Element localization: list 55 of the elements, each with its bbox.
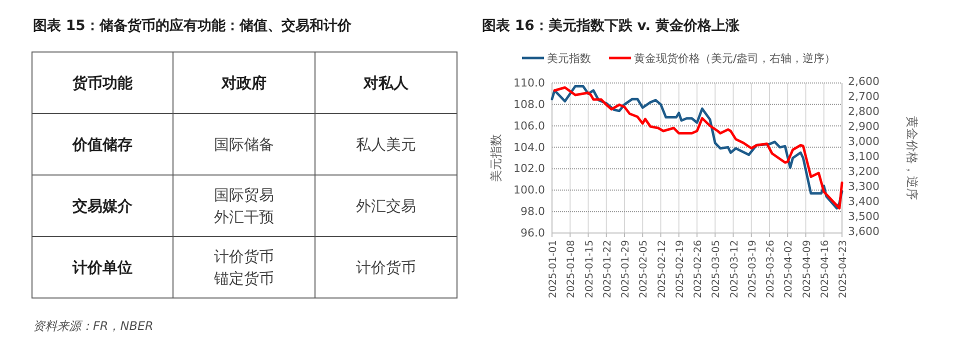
x-tick-label: 2025-01-29 [620,240,632,298]
text: 对政府 [220,74,266,92]
y2-tick-label: 3,600 [848,224,880,238]
y-tick-label: 108.0 [514,98,545,111]
x-tick-label: 2025-01-22 [602,240,614,298]
text: 计价单位 [72,258,132,276]
y2-tick-label: 3,000 [848,134,880,148]
y-tick-label: 98.0 [520,205,545,218]
x-tick-label: 2025-03-26 [766,240,776,298]
y-axis-title: 美元指数 [489,134,503,182]
y2-tick-label: 3,100 [848,150,880,163]
x-tick-label: 2025-04-16 [820,240,831,298]
y2-tick-label: 3,300 [848,180,880,193]
text: 外汇交易 [356,196,416,215]
legend-label: 美元指数 [547,52,591,65]
y2-tick-label: 2,800 [848,104,880,118]
y2-tick-label: 2,600 [848,74,880,88]
x-tick-label: 2025-01-08 [566,240,578,298]
x-tick-label: 2025-02-05 [638,240,650,298]
x-tick-label: 2025-03-19 [747,240,758,298]
text: 图表 15：储备货币的应有功能：储值、交易和计价 [33,17,352,34]
x-tick-label: 2025-03-05 [711,240,722,298]
y2-tick-label: 3,200 [848,164,880,178]
text: 交易媒介 [72,196,134,215]
x-tick-label: 2025-04-09 [802,240,813,298]
text: 私人美元 [356,135,416,154]
x-tick-label: 2025-03-12 [729,240,740,298]
y-tick-label: 100.0 [514,184,545,197]
y-tick-label: 96.0 [520,226,545,240]
y2-tick-label: 3,500 [848,210,880,223]
y2-tick-label: 2,900 [848,120,880,133]
y-tick-label: 102.0 [514,162,545,176]
x-tick-label: 2025-04-23 [838,240,849,298]
text: 计价货币 [356,258,416,276]
text: 国际储备 [214,135,274,154]
chart-title: 图表 16：美元指数下跌 v. 黄金价格上涨 [482,17,740,34]
x-tick-label: 2025-01-15 [584,240,596,298]
text: 价值储存 [72,135,132,154]
x-tick-label: 2025-02-19 [674,240,686,298]
y-tick-label: 110.0 [514,76,545,90]
x-tick-label: 2025-01-01 [548,240,559,298]
text: 对私人 [362,74,410,92]
x-tick-label: 2025-02-26 [693,240,704,298]
y2-tick-label: 2,700 [848,90,880,103]
y-tick-label: 104.0 [514,140,545,154]
x-tick-label: 2025-02-12 [656,240,668,298]
y-tick-label: 106.0 [514,119,545,132]
text: 资料来源：FR，NBER [33,319,154,333]
text: 计价货币锚定货币 [213,247,274,288]
y2-tick-label: 3,400 [848,194,880,208]
x-tick-label: 2025-04-02 [784,240,795,298]
text: 国际贸易外汇干预 [214,186,274,226]
y2-axis-title: 黄金价格，逆序 [905,116,919,200]
legend-label: 黄金现货价格（美元/盎司，右轴，逆序） [634,52,836,65]
text: 货币功能 [72,74,134,92]
